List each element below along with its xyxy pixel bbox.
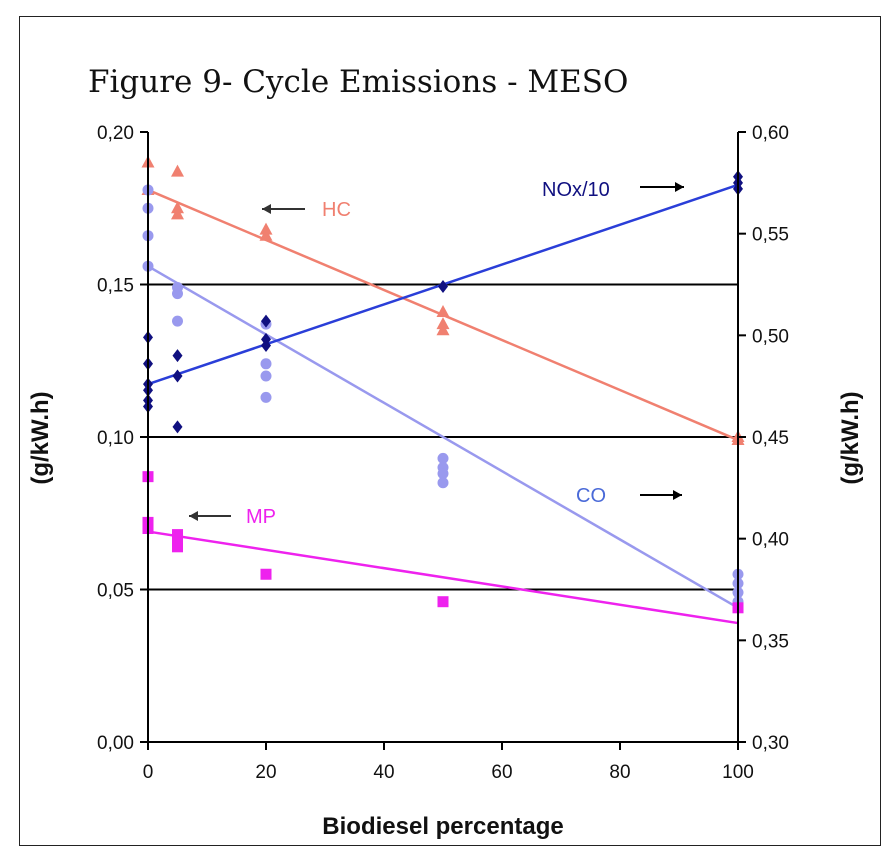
x-tick-label: 0 xyxy=(143,762,154,783)
annotation-mp: MP xyxy=(246,506,276,528)
x-axis-label: Biodiesel percentage xyxy=(322,813,563,840)
x-tick-label: 60 xyxy=(491,762,512,783)
data-point-hc xyxy=(436,317,450,330)
left-y-tick-label: 0,00 xyxy=(97,733,134,754)
data-point-nox-10 xyxy=(172,369,183,383)
data-point-co xyxy=(260,391,272,403)
annotation-nox-10: NOx/10 xyxy=(542,179,610,201)
right-y-tick-label: 0,50 xyxy=(752,326,789,347)
chart-title: Figure 9- Cycle Emissions - MESO xyxy=(88,64,628,100)
right-y-tick-label: 0,60 xyxy=(752,123,789,144)
right-y-tick-label: 0,35 xyxy=(752,631,789,652)
data-point-co xyxy=(260,370,272,382)
data-point-mp xyxy=(172,535,183,547)
left-y-tick-label: 0,15 xyxy=(97,276,134,297)
annotation-arrowhead-co xyxy=(673,490,682,500)
data-point-hc xyxy=(259,222,273,235)
data-point-co xyxy=(437,468,449,480)
data-point-mp xyxy=(172,541,183,553)
data-point-mp xyxy=(172,529,183,541)
data-point-nox-10 xyxy=(172,349,183,363)
data-point-nox-10 xyxy=(261,339,271,352)
right-y-tick-label: 0,30 xyxy=(752,733,789,754)
right-y-tick-label: 0,55 xyxy=(752,225,789,246)
left-y-tick-label: 0,20 xyxy=(97,123,134,144)
x-tick-label: 80 xyxy=(609,762,630,783)
data-point-co xyxy=(172,315,183,327)
data-point-nox-10 xyxy=(438,280,448,294)
data-point-co xyxy=(437,477,449,489)
data-point-nox-10 xyxy=(172,420,183,434)
data-point-hc xyxy=(171,207,184,220)
left-y-axis-label: (g/kW.h) xyxy=(27,391,54,484)
annotation-arrowhead-mp xyxy=(189,511,198,521)
annotation-hc: HC xyxy=(322,199,351,221)
annotation-arrowhead-nox-10 xyxy=(675,182,684,192)
data-point-co xyxy=(437,452,449,464)
right-y-tick-label: 0,40 xyxy=(752,530,789,551)
right-y-tick-label: 0,45 xyxy=(752,428,789,449)
data-point-hc xyxy=(436,323,450,336)
data-point-hc xyxy=(171,164,184,177)
x-tick-label: 20 xyxy=(255,762,276,783)
data-point-co xyxy=(172,288,183,300)
left-y-tick-label: 0,10 xyxy=(97,428,134,449)
annotation-arrowhead-hc xyxy=(262,204,271,214)
data-point-hc xyxy=(259,228,273,241)
trendline-mp xyxy=(147,530,739,625)
x-tick-label: 40 xyxy=(373,762,394,783)
trendline-co xyxy=(147,265,739,609)
data-point-mp xyxy=(437,596,449,608)
data-point-nox-10 xyxy=(261,314,271,328)
data-point-hc xyxy=(436,304,450,317)
left-y-tick-label: 0,05 xyxy=(97,581,134,602)
annotation-co: CO xyxy=(576,485,606,507)
data-point-co xyxy=(260,358,272,370)
data-point-mp xyxy=(260,568,272,580)
right-y-axis-label: (g/kW.h) xyxy=(837,391,864,484)
x-tick-label: 100 xyxy=(722,762,754,783)
data-point-hc xyxy=(171,201,184,214)
